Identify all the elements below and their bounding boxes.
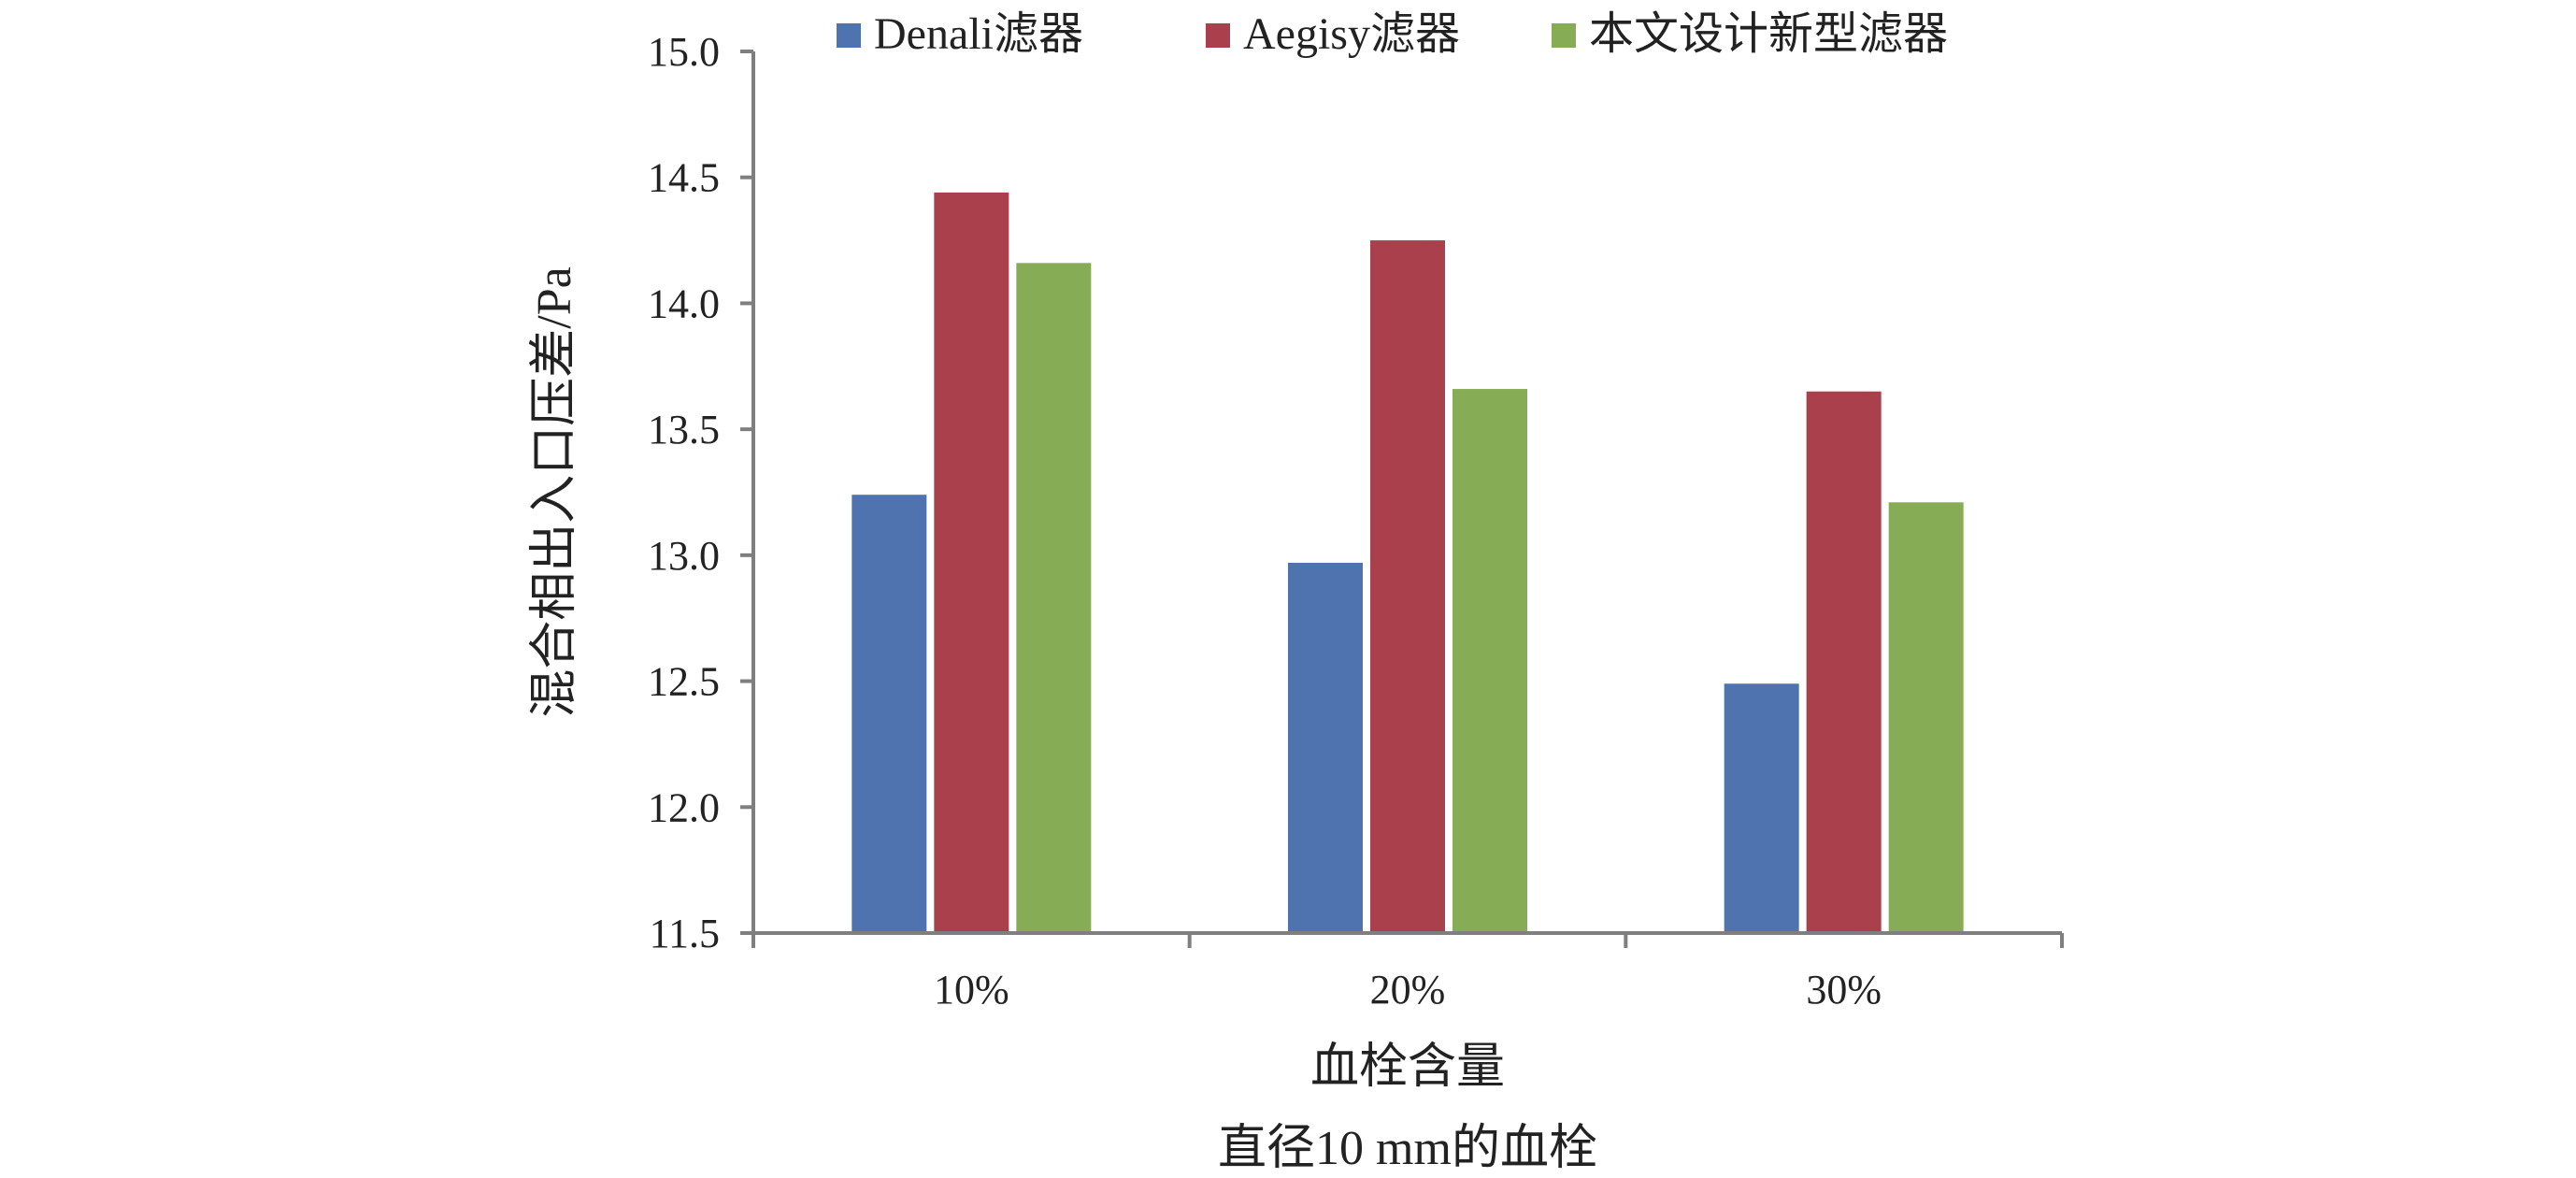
y-tick-label: 14.0	[648, 280, 720, 326]
y-tick-label: 12.0	[648, 784, 720, 830]
bar	[1724, 683, 1799, 933]
axes-group	[751, 51, 2062, 935]
legend: Denali滤器 Aegisy滤器 本文设计新型滤器	[837, 9, 1948, 59]
legend-swatch	[1552, 23, 1576, 48]
bar	[1288, 562, 1363, 933]
x-ticks-group: 10% 20% 30%	[751, 933, 2064, 1013]
bars-group	[852, 192, 1964, 934]
legend-label: Aegisy滤器	[1243, 9, 1460, 59]
figure-caption: 直径10 mm的血栓	[1218, 1122, 1597, 1175]
y-tick-label: 13.5	[648, 407, 720, 453]
x-tick-label: 30%	[1806, 967, 1882, 1013]
legend-label: Denali滤器	[874, 9, 1083, 59]
legend-swatch	[1206, 23, 1230, 48]
y-tick-label: 11.5	[650, 911, 720, 956]
y-ticks-group: 11.5 12.0 12.5 13.0 13.5 14.0 14.5 15.0	[648, 29, 753, 956]
bar	[1888, 502, 1964, 933]
legend-label: 本文设计新型滤器	[1589, 9, 1948, 59]
bar	[1370, 240, 1445, 934]
legend-swatch	[837, 23, 861, 48]
y-axis-title: 混合相出入口压差/Pa	[528, 266, 581, 717]
bar	[1016, 263, 1092, 933]
y-tick-label: 13.0	[648, 533, 720, 579]
x-tick-label: 20%	[1370, 967, 1446, 1013]
bar	[852, 495, 927, 933]
y-tick-label: 12.5	[648, 659, 720, 705]
x-axis-title: 血栓含量	[1310, 1041, 1505, 1094]
y-tick-label: 14.5	[648, 155, 720, 201]
bar	[934, 192, 1009, 933]
x-tick-label: 10%	[934, 967, 1009, 1013]
bar	[1806, 391, 1882, 933]
y-tick-label: 15.0	[648, 29, 720, 75]
bar	[1453, 389, 1527, 933]
